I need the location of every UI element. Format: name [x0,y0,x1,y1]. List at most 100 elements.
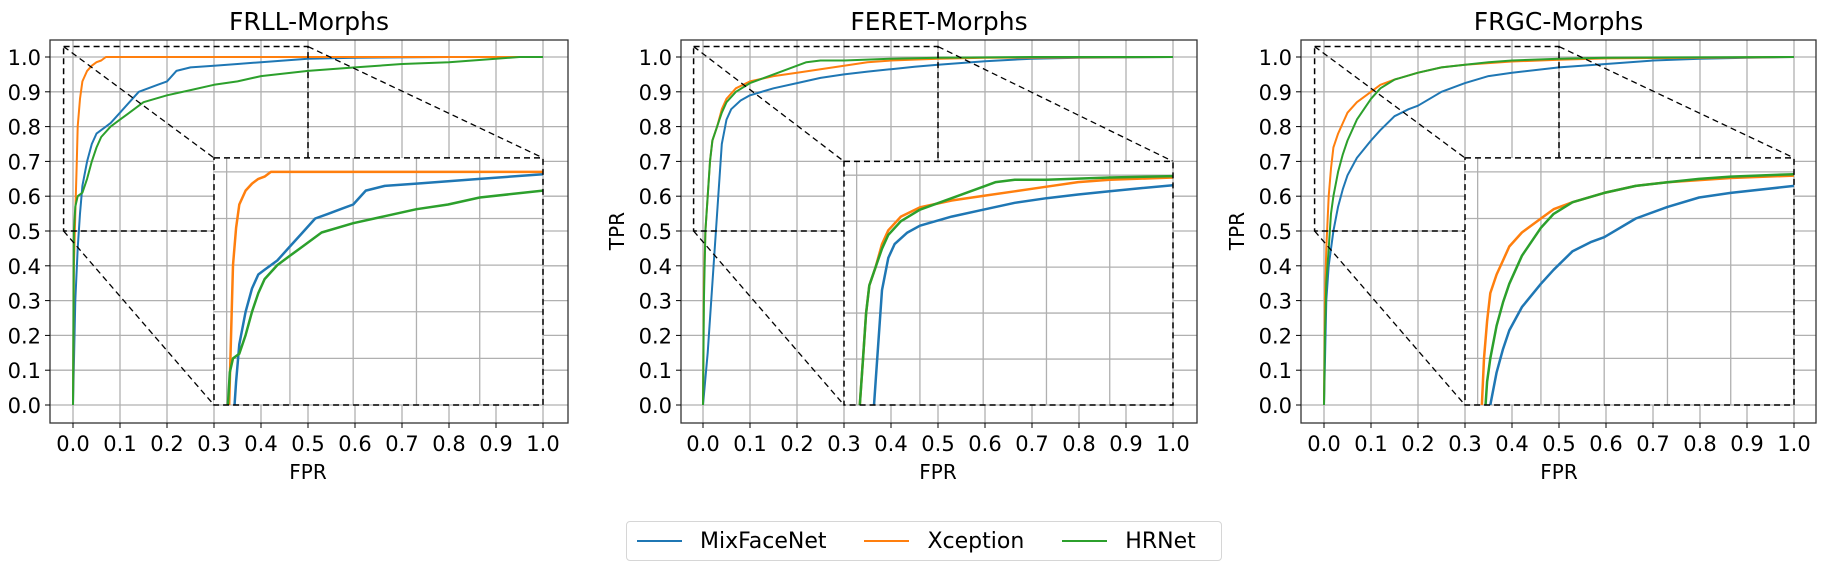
y-tick-label: 0.4 [1259,255,1292,279]
x-tick-label: 0.0 [1307,432,1340,456]
x-tick-label: 0.1 [1354,432,1387,456]
curve-xception [72,56,543,406]
x-tick-label: 0.9 [1730,432,1763,456]
inset-zoom [213,157,544,406]
legend-line-icon [1062,540,1108,542]
x-tick-label: 0.7 [1015,432,1048,456]
y-tick-label: 0.9 [8,81,41,105]
curve-hrnet [1323,56,1795,406]
y-tick-label: 0.8 [1259,116,1292,140]
zoom-source-box [62,45,309,232]
curve-mixfacenet [72,56,543,406]
x-axis-label: FPR [1540,460,1578,484]
x-tick-label: 1.0 [526,432,559,456]
legend-item-mixfacenet: MixFaceNet [637,529,826,554]
y-tick-label: 0.6 [639,185,672,209]
x-axis-label: FPR [289,460,327,484]
x-tick-label: 0.9 [479,432,512,456]
x-tick-label: 0.4 [1495,432,1528,456]
x-tick-label: 0.0 [686,432,719,456]
roc-curves [1323,56,1795,406]
y-tick-label: 0.7 [1259,150,1292,174]
curve-mixfacenet [1323,56,1795,406]
legend-item-xception: Xception [864,529,1024,554]
x-tick-label: 0.6 [968,432,1001,456]
chart-title: FERET-Morphs [850,7,1027,36]
x-tick-label: 0.5 [921,432,954,456]
y-tick-label: 0.2 [8,324,41,348]
x-tick-label: 0.4 [874,432,907,456]
inset-zoom [843,160,1174,406]
x-tick-label: 0.1 [733,432,766,456]
y-tick-label: 0.8 [639,116,672,140]
roc-chart-1: 0.0 0.1 0.2 0.3 0.4 0.5 0.6 0.7 0.8 0.9 1.0 0.0 0.1 0… [8,7,569,484]
y-tick-label: 0.5 [639,220,672,244]
y-tick-label: 0.6 [8,185,41,209]
inset-zoom [1464,157,1795,406]
y-tick-label: 0.1 [639,359,672,383]
x-tick-label: 0.9 [1109,432,1142,456]
x-tick-label: 0.4 [244,432,277,456]
x-tick-label: 0.2 [780,432,813,456]
x-tick-label: 0.2 [150,432,183,456]
y-tick-label: 1.0 [1259,46,1292,70]
legend-label: HRNet [1125,528,1196,554]
x-tick-label: 0.8 [1062,432,1095,456]
y-tick-label: 0.4 [8,255,41,279]
x-tick-label: 0.8 [432,432,465,456]
zoom-source-box [1313,45,1560,232]
y-tick-label: 0.3 [639,290,672,314]
x-axis-label: FPR [919,460,957,484]
x-tick-label: 0.1 [103,432,136,456]
y-tick-label: 0.3 [8,290,41,314]
chart-title: FRLL-Morphs [229,7,389,36]
y-tick-label: 0.2 [1259,324,1292,348]
legend-item-hrnet: HRNet [1062,528,1196,554]
x-tick-label: 0.2 [1401,432,1434,456]
x-tick-label: 0.3 [1448,432,1481,456]
x-tick-label: 0.3 [197,432,230,456]
x-tick-label: 1.0 [1777,432,1810,456]
y-tick-label: 0.0 [639,394,672,418]
y-tick-label: 0.5 [1259,220,1292,244]
roc-curves [72,56,543,406]
legend-line-icon [864,540,910,542]
x-tick-label: 0.0 [56,432,89,456]
y-tick-label: 0.9 [639,81,672,105]
y-tick-label: 0.9 [1259,81,1292,105]
curve-hrnet [72,56,543,406]
legend: MixFaceNet Xception HRNet [626,521,1222,561]
x-tick-label: 0.3 [827,432,860,456]
zoom-source-box [692,45,939,232]
x-tick-label: 0.5 [1542,432,1575,456]
y-tick-label: 0.7 [639,150,672,174]
x-tick-label: 0.6 [338,432,371,456]
y-tick-label: 0.8 [8,116,41,140]
chart-title: FRGC-Morphs [1474,7,1643,36]
x-tick-label: 0.6 [1589,432,1622,456]
y-tick-label: 0.6 [1259,185,1292,209]
y-tick-label: 0.1 [1259,359,1292,383]
y-tick-label: 0.1 [8,359,41,383]
y-tick-label: 1.0 [8,46,41,70]
y-axis-label: TPR [605,212,629,251]
legend-label: Xception [927,528,1025,554]
y-tick-label: 0.5 [8,220,41,244]
x-tick-label: 0.7 [1636,432,1669,456]
y-tick-label: 0.2 [639,324,672,348]
roc-chart-2: 0.0 0.1 0.2 0.3 0.4 0.5 0.6 0.7 0.8 0.9 1.0 0.0 0.1 0… [605,7,1198,484]
x-tick-label: 0.7 [385,432,418,456]
x-tick-label: 0.8 [1683,432,1716,456]
x-tick-label: 0.5 [291,432,324,456]
curve-hrnet [702,56,1173,406]
legend-line-icon [637,540,682,542]
y-axis-label: TPR [1225,212,1249,251]
y-tick-label: 0.7 [8,150,41,174]
roc-chart-3: 0.0 0.1 0.2 0.3 0.4 0.5 0.6 0.7 0.8 0.9 1.0 0.0 0.1 0… [1225,7,1817,484]
y-tick-label: 0.4 [639,255,672,279]
y-tick-label: 0.0 [8,394,41,418]
y-tick-label: 0.0 [1259,394,1292,418]
y-tick-label: 0.3 [1259,290,1292,314]
legend-label: MixFaceNet [700,528,827,554]
